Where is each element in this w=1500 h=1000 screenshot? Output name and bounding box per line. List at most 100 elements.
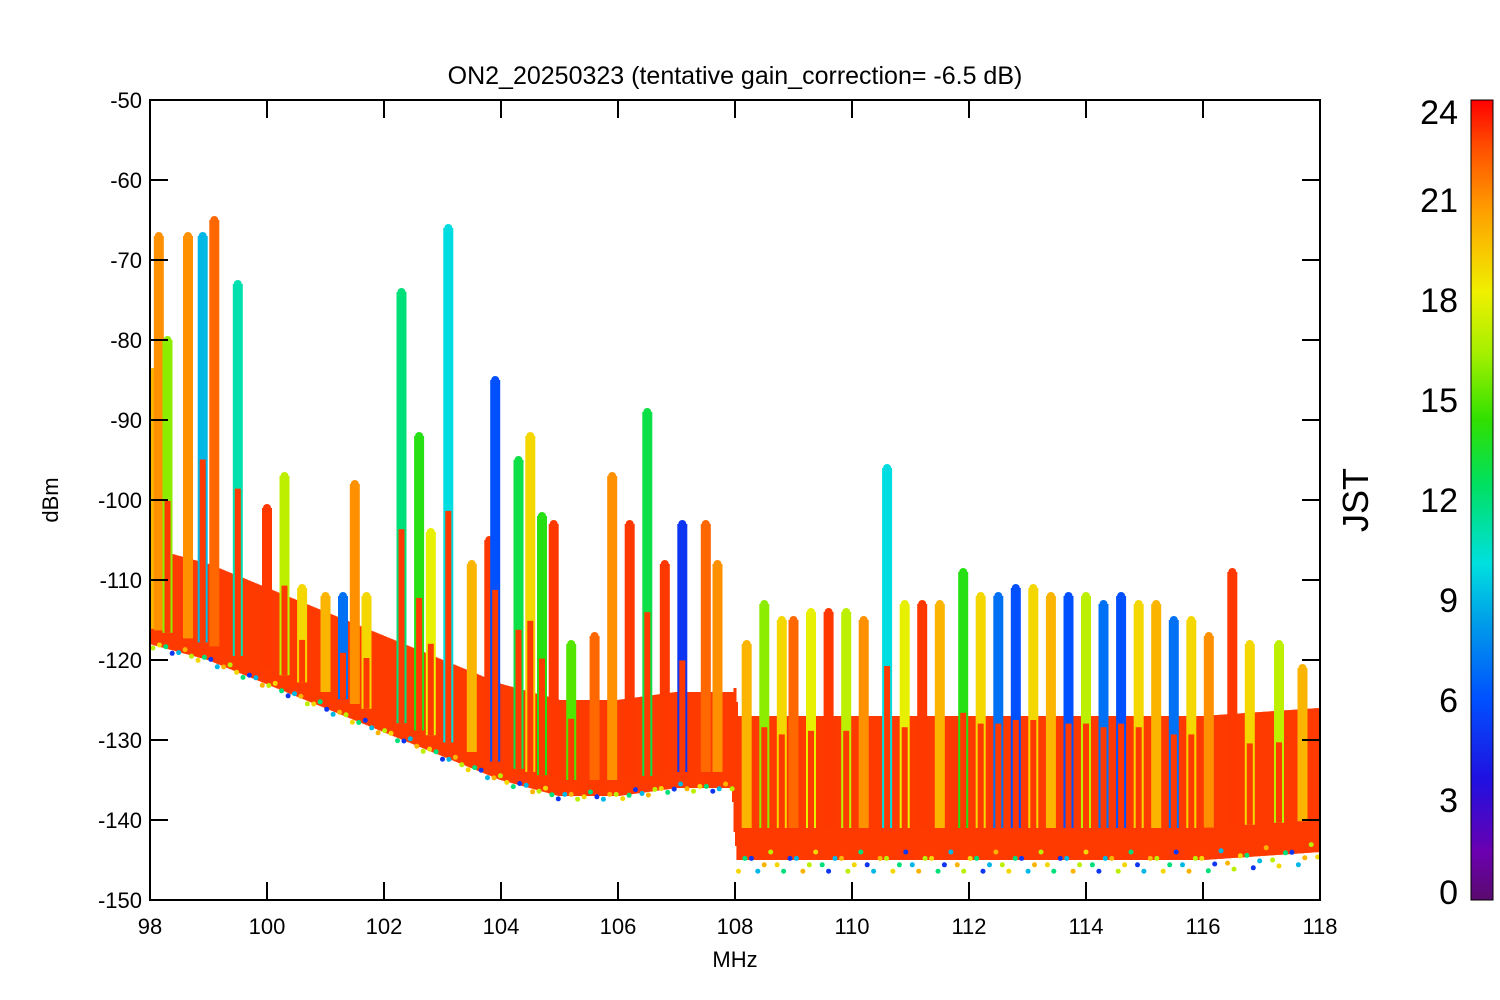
- noise-edge-point: [703, 783, 709, 789]
- peak-spike: [1203, 632, 1214, 828]
- noise-edge-point: [839, 855, 844, 861]
- peak-point: [526, 432, 535, 440]
- noise-edge-point: [793, 855, 799, 861]
- peak-bar-overlay: [901, 727, 908, 828]
- noise-edge-point: [581, 794, 587, 800]
- peak-point: [397, 288, 406, 296]
- peak-point: [824, 608, 833, 616]
- colorbar-tick-label: 0: [1439, 874, 1458, 912]
- peak-point: [321, 592, 330, 600]
- noise-edge-point: [626, 792, 632, 798]
- noise-edge-point: [536, 788, 542, 794]
- noise-edge-point: [549, 792, 555, 798]
- noise-edge-point: [1167, 862, 1173, 868]
- peak-bar-overlay: [679, 660, 686, 772]
- noise-edge-point: [1122, 862, 1128, 868]
- peak-point: [608, 472, 617, 480]
- x-tick-label: 106: [600, 914, 637, 939]
- noise-edge-point: [330, 711, 336, 717]
- y-tick-label: -80: [110, 328, 142, 353]
- peak-point: [625, 520, 634, 528]
- noise-edge-point: [1231, 866, 1237, 872]
- noise-edge-point: [755, 868, 761, 874]
- noise-edge-point: [851, 862, 857, 868]
- noise-edge-point: [568, 791, 574, 797]
- peak-spike: [548, 520, 559, 779]
- peak-spike: [425, 528, 436, 736]
- noise-edge-point: [1102, 855, 1108, 861]
- peak-point: [1046, 592, 1055, 600]
- peak-bar: [232, 284, 243, 656]
- peak-point: [742, 640, 751, 648]
- peak-point: [859, 616, 868, 624]
- peak-point: [1152, 600, 1161, 608]
- noise-edge-point: [896, 862, 902, 868]
- peak-point: [883, 464, 892, 472]
- peak-spike: [1133, 600, 1144, 828]
- peak-bar: [1063, 596, 1074, 828]
- noise-edge-point: [678, 781, 684, 787]
- noise-edge-point: [163, 644, 169, 650]
- peak-bar: [162, 340, 173, 633]
- noise-edge-point: [208, 656, 214, 662]
- peak-bar: [1116, 596, 1127, 828]
- peak-point: [777, 616, 786, 624]
- peak-bar-overlay: [234, 488, 241, 656]
- noise-edge-point: [871, 868, 877, 874]
- peak-bar-overlay: [199, 459, 206, 643]
- peak-bar: [741, 644, 752, 828]
- noise-edge-point: [1160, 868, 1166, 874]
- noise-edge-point: [1012, 855, 1018, 861]
- noise-edge-point: [395, 738, 400, 744]
- peak-spike: [197, 232, 208, 643]
- peak-spike: [262, 504, 272, 668]
- peak-bar-overlay: [977, 723, 984, 828]
- colorbar-ticks: 0 3 6 9 12 15 18 21 24: [1420, 94, 1458, 912]
- noise-edge-point: [292, 691, 297, 697]
- peak-bar-overlay: [778, 734, 785, 828]
- peak-spike: [513, 456, 524, 769]
- noise-edge-point: [452, 754, 458, 760]
- colorbar-tick-label: 9: [1439, 582, 1458, 620]
- peak-spike: [279, 472, 290, 676]
- noise-edge-point: [575, 796, 581, 802]
- noise-edge-point: [1257, 858, 1263, 864]
- noise-edge-point: [562, 791, 568, 797]
- peak-bar: [993, 596, 1004, 828]
- peak-bar-overlay: [281, 585, 288, 676]
- peak-bar: [958, 572, 969, 828]
- peak-point: [1099, 600, 1108, 608]
- peak-point: [415, 432, 424, 440]
- peak-bar: [858, 620, 869, 828]
- noise-edge-point: [1141, 868, 1147, 874]
- peak-point: [660, 560, 669, 568]
- peak-bar: [934, 604, 945, 828]
- colorbar-tick-label: 6: [1439, 682, 1458, 720]
- peak-bar-overlay: [995, 723, 1002, 828]
- peak-bar-overlay: [644, 612, 651, 776]
- noise-edge-point: [716, 786, 722, 792]
- noise-edge-point: [530, 789, 536, 795]
- peak-point: [280, 472, 289, 480]
- noise-edge-point: [234, 669, 240, 675]
- colorbar-tick-label: 18: [1420, 282, 1458, 320]
- noise-edge-point: [813, 849, 819, 855]
- peak-spike: [841, 608, 852, 828]
- peak-point: [491, 376, 500, 384]
- x-axis: 98 100 102 104 106 108 110 112 114 116 118: [138, 100, 1338, 939]
- colorbar-tick-label: 24: [1420, 94, 1458, 132]
- peak-bar-overlay: [1118, 723, 1125, 828]
- peak-bar-overlay: [398, 529, 405, 724]
- peak-bar: [607, 476, 618, 780]
- peak-spike: [659, 560, 670, 774]
- noise-edge-point: [665, 789, 671, 795]
- peak-bar-overlay: [1246, 743, 1253, 825]
- peak-spike: [1151, 600, 1162, 828]
- noise-edge-point: [285, 693, 291, 699]
- noise-edge-point: [543, 785, 548, 791]
- noise-edge-point: [1019, 855, 1025, 861]
- peak-bar: [841, 612, 852, 828]
- noise-edge-point: [1283, 850, 1288, 856]
- noise-edge-point: [375, 730, 381, 736]
- noise-edge-point: [311, 701, 317, 707]
